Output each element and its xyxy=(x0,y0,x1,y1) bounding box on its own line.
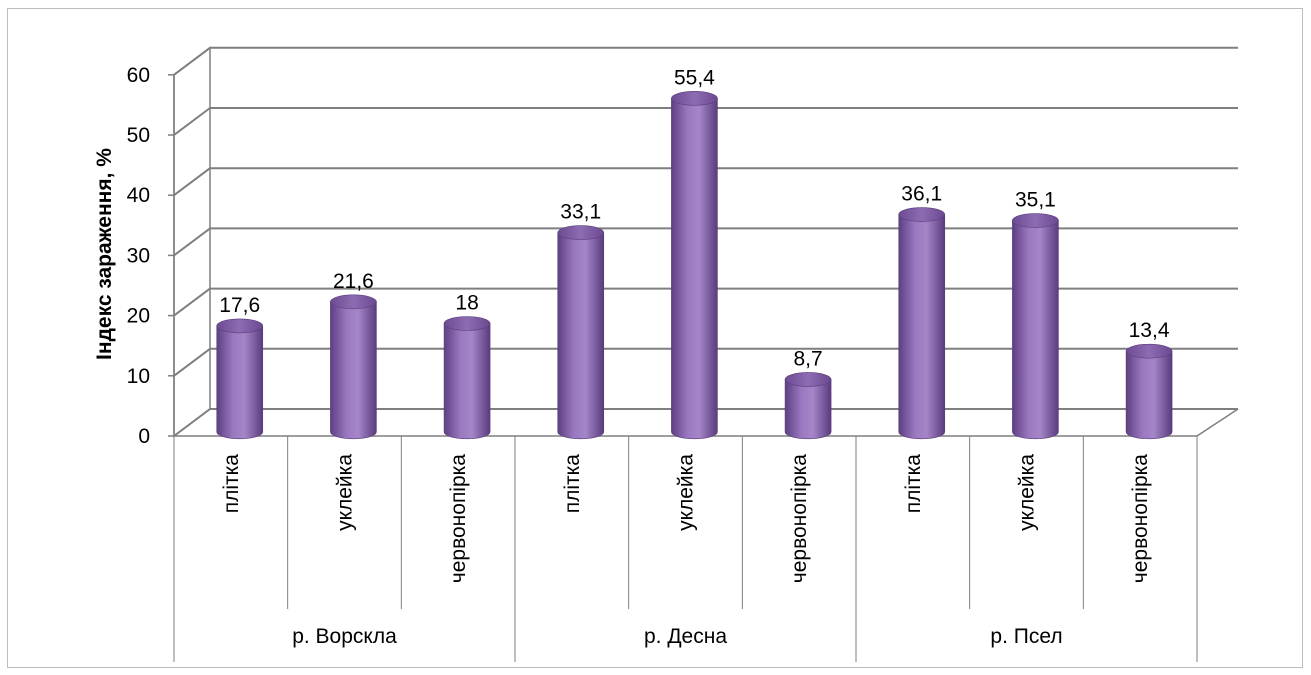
data-label: 33,1 xyxy=(560,201,601,224)
data-label: 21,6 xyxy=(333,270,374,293)
category-label: плітка xyxy=(561,454,584,514)
data-label: 18 xyxy=(455,291,478,314)
bars xyxy=(216,91,1173,440)
group-label: р. Ворскла xyxy=(292,625,397,648)
category-label: уклейка xyxy=(675,454,698,531)
bar-top xyxy=(1012,213,1059,228)
data-label: 17,6 xyxy=(219,294,260,317)
gridline-diagonal xyxy=(173,46,211,76)
y-tick-label: 0 xyxy=(138,425,150,448)
category-axis: плітка уклейка червонопірка плітка уклейка че… xyxy=(173,436,1198,662)
y-tick-label: 10 xyxy=(127,365,150,388)
bar xyxy=(784,379,832,440)
category-label: уклейка xyxy=(1016,454,1039,531)
category-label: плітка xyxy=(220,454,243,514)
data-label: 55,4 xyxy=(674,66,715,89)
gridlines xyxy=(173,46,1238,437)
category-label: червонопірка xyxy=(447,454,470,584)
y-tick-label: 30 xyxy=(127,244,150,267)
floor-right-edge xyxy=(1196,408,1239,437)
bar xyxy=(898,214,946,440)
category-label: уклейка xyxy=(334,454,357,531)
y-tick-label: 60 xyxy=(127,64,150,87)
group-label: р. Десна xyxy=(644,625,727,648)
bar-top xyxy=(1125,343,1173,359)
bar-top xyxy=(216,318,264,334)
y-axis-title: Індекс зараження, % xyxy=(93,148,116,360)
gridline-diagonal xyxy=(173,347,211,377)
bar xyxy=(1012,220,1059,440)
bar-top xyxy=(557,225,605,240)
gridline-diagonal xyxy=(173,107,211,136)
bar-top xyxy=(330,294,377,310)
bar xyxy=(216,325,264,440)
bar xyxy=(443,323,491,440)
bar-top xyxy=(784,372,832,387)
bar xyxy=(1125,350,1173,440)
gridline-diagonal xyxy=(173,227,211,257)
data-label: 13,4 xyxy=(1129,319,1170,342)
category-label: червонопірка xyxy=(788,454,811,584)
data-label: 36,1 xyxy=(901,183,942,206)
gridline-diagonal xyxy=(173,408,211,437)
gridline-diagonal xyxy=(173,167,211,196)
y-tick-label: 20 xyxy=(127,305,150,328)
bar xyxy=(330,301,377,440)
bar xyxy=(557,232,605,440)
gridline-diagonal xyxy=(173,287,211,317)
bar-top xyxy=(443,316,491,331)
data-label: 35,1 xyxy=(1015,189,1056,212)
y-tick-label: 40 xyxy=(127,184,150,207)
category-label: плітка xyxy=(902,454,925,514)
category-label: червонопірка xyxy=(1129,454,1152,584)
y-tick-label: 50 xyxy=(127,124,150,147)
group-label: р. Псел xyxy=(990,625,1062,648)
y-axis-ticks: 0 10 20 30 40 50 60 xyxy=(127,64,174,448)
bar-top xyxy=(671,91,718,106)
bar xyxy=(671,98,718,440)
data-label: 8,7 xyxy=(793,347,822,370)
data-labels: 17,6 21,6 18 33,1 55,4 8,7 36,1 35,1 13,4 xyxy=(219,66,1170,370)
bar-top xyxy=(898,207,946,222)
